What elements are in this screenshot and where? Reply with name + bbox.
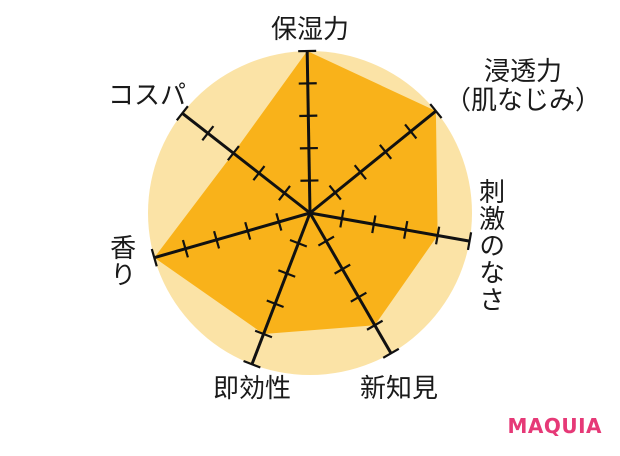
axis-label-moisture: 保湿力: [271, 16, 349, 45]
axis-label-novelty: 新知見: [360, 375, 438, 404]
axis-label-penetration: 浸透力 （肌なじみ）: [445, 58, 601, 115]
axis-label-immediacy: 即効性: [213, 375, 291, 404]
axis-label-fragrance: 香り: [106, 234, 135, 288]
axis-label-gentleness: 刺激のなさ: [475, 178, 504, 313]
brand-logo: MAQUIA: [507, 414, 602, 438]
axis-label-cost-performance: コスパ: [108, 82, 186, 111]
